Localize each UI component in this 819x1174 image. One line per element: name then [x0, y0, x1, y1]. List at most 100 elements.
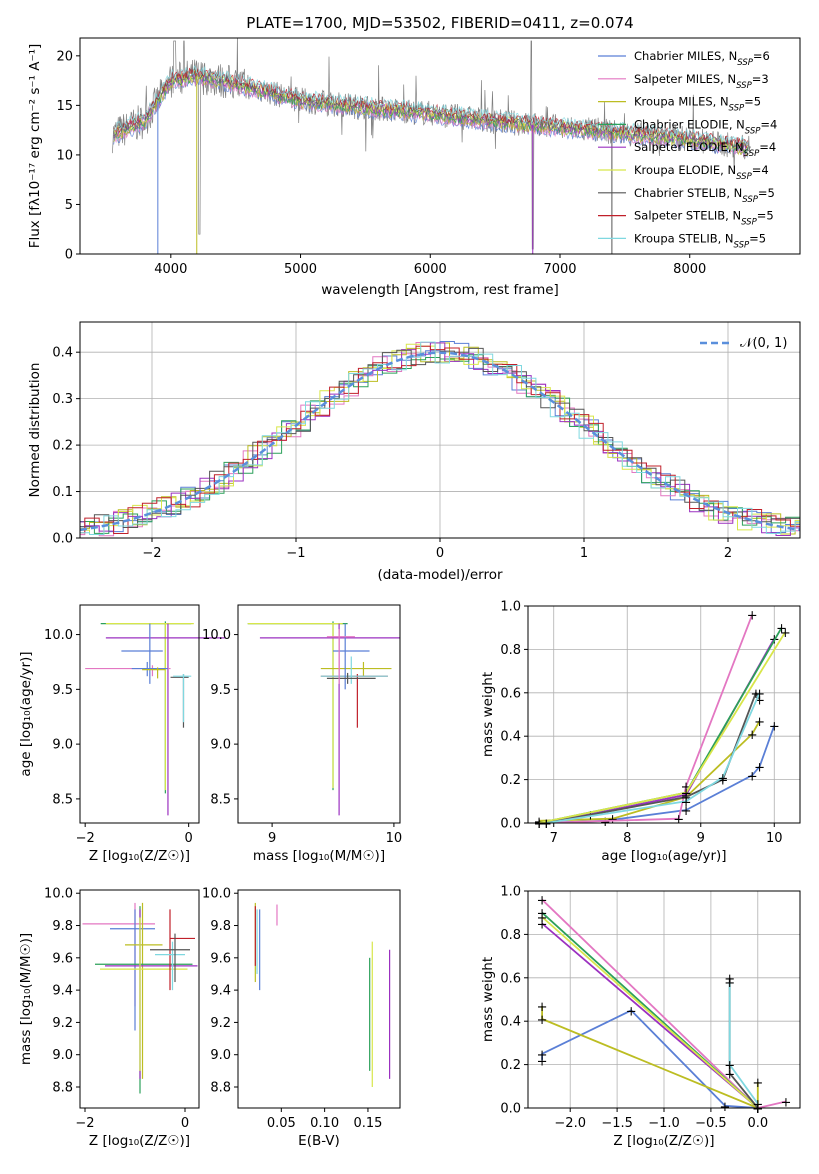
y-tick-label: 9.0: [210, 738, 231, 753]
y-tick-label: 0: [65, 248, 73, 263]
data-marker: +: [681, 795, 692, 810]
data-marker: +: [681, 787, 692, 802]
data-marker: +: [750, 687, 761, 702]
x-tick-label: −0.5: [695, 1116, 727, 1131]
y-tick-label: 5: [65, 198, 73, 213]
y-tick-label: 8.8: [210, 1081, 231, 1096]
data-marker: +: [776, 622, 787, 637]
y-tick-label: 9.0: [52, 738, 73, 753]
mass-weight-line: [538, 638, 776, 824]
x-tick-label: −2: [75, 1116, 94, 1131]
x-axis-label: Z [log₁₀(Z/Z☉)]: [89, 1133, 190, 1149]
legend-subscript: SSP: [734, 240, 750, 250]
data-marker: +: [681, 780, 692, 795]
data-marker: +: [724, 972, 735, 987]
y-tick-label: 0.2: [500, 1058, 521, 1073]
x-tick-label: 0.15: [353, 1116, 382, 1131]
data-marker: +: [752, 1102, 763, 1117]
y-tick-label: 0.2: [52, 439, 73, 454]
legend-subscript: SSP: [745, 126, 761, 136]
mass-weight-line: [538, 631, 787, 824]
mass-vs-metallicity-panel: −2 0 8.8 9.0 9.2 9.4 9.6 9.8 10.0 Z [log₁₀(Z/Z☉)]…: [18, 887, 200, 1149]
y-tick-label: 10.0: [44, 628, 73, 643]
data-marker: +: [541, 817, 552, 832]
y-tick-label: 15: [56, 99, 73, 114]
y-tick-label: 9.4: [52, 984, 73, 999]
mass-weight-line: [541, 1006, 759, 1110]
y-tick-label: 9.2: [52, 1016, 73, 1031]
data-marker: +: [673, 813, 684, 828]
x-tick-label: −1: [286, 546, 305, 561]
legend-label: Salpeter STELIB, NSSP=5: [634, 209, 774, 228]
data-marker: +: [537, 1054, 548, 1069]
x-tick-label: 7: [550, 831, 558, 846]
legend-subscript: SSP: [729, 104, 745, 114]
y-tick-label: 0.4: [500, 1015, 521, 1030]
data-marker: +: [752, 1102, 763, 1117]
y-tick-label: 9.8: [210, 919, 231, 934]
data-marker: +: [752, 1102, 763, 1117]
legend-label: Kroupa ELODIE, NSSP=4: [634, 163, 769, 182]
data-marker: +: [717, 771, 728, 786]
y-tick-label: 0.3: [52, 392, 73, 407]
y-tick-label: 9.5: [52, 683, 73, 698]
data-marker: +: [537, 911, 548, 926]
data-marker: +: [534, 817, 545, 832]
y-tick-label: 9.6: [52, 951, 73, 966]
gaussian-curve: [80, 351, 800, 532]
mass-weight-vs-age-panel: 7 8 9 100.00.20.40.60.81.0+ ++++++ +++++ +++++…: [480, 600, 801, 864]
y-tick-label: 0.6: [500, 971, 521, 986]
x-tick-label: 6000: [414, 262, 447, 277]
legend-subscript: SSP: [741, 218, 757, 228]
spectrum-lines: [112, 38, 751, 254]
x-tick-label: 10: [386, 831, 403, 846]
legend-value: =5: [749, 231, 766, 245]
data-marker: +: [747, 609, 758, 624]
data-marker: +: [626, 1004, 637, 1019]
data-marker: +: [534, 817, 545, 832]
data-marker: +: [537, 1000, 548, 1015]
x-tick-label: 9: [697, 831, 705, 846]
legend-label: Kroupa STELIB, NSSP=5: [634, 231, 766, 250]
x-tick-label: 2: [724, 546, 732, 561]
y-tick-label: 10: [56, 148, 73, 163]
y-tick-label: 8.5: [210, 792, 231, 807]
histogram-steps: [80, 341, 800, 535]
x-tick-label: 4000: [154, 262, 187, 277]
mass-vs-ebv-panel: 0.05 0.10 0.15 8.8 9.0 9.2 9.4 9.6 9.8 10.0 E(B-V): [202, 887, 401, 1149]
legend-label: Salpeter MILES, NSSP=3: [634, 72, 769, 91]
y-axis-label: mass weight: [480, 957, 496, 1042]
y-tick-label: 0.1: [52, 485, 73, 500]
data-marker: +: [717, 774, 728, 789]
y-tick-label: 9.0: [210, 1048, 231, 1063]
mass-weight-line: [541, 1009, 758, 1109]
data-marker: +: [537, 894, 548, 909]
legend-value: =3: [752, 72, 769, 86]
y-tick-label: 9.0: [52, 1048, 73, 1063]
data-marker: +: [537, 907, 548, 922]
x-tick-label: 0.10: [310, 1116, 339, 1131]
y-tick-label: 0.2: [500, 773, 521, 788]
y-tick-label: 0.0: [52, 532, 73, 547]
y-tick-label: 9.4: [210, 984, 231, 999]
y-tick-label: 10.0: [202, 887, 231, 902]
mass-weight-line: [541, 916, 759, 1109]
x-tick-label: −2: [76, 831, 95, 846]
x-tick-label: −1.5: [601, 1116, 633, 1131]
data-marker: +: [724, 976, 735, 991]
plot-frame: [79, 889, 200, 1109]
data-marker: +: [724, 1059, 735, 1074]
x-axis-label: age [log₁₀(age/yr)]: [601, 848, 726, 864]
data-marker: +: [780, 626, 791, 641]
histogram-x-label: (data-model)/error: [377, 567, 503, 583]
data-marker: +: [537, 1048, 548, 1063]
plot-frame: [527, 605, 801, 824]
y-tick-label: 20: [56, 49, 73, 64]
y-tick-label: 8.5: [52, 792, 73, 807]
x-axis-label: Z [log₁₀(Z/Z☉)]: [89, 848, 190, 864]
legend-label: Chabrier MILES, NSSP=6: [634, 49, 770, 68]
histograms: [80, 341, 800, 537]
data-marker: +: [724, 1067, 735, 1082]
y-axis-label: mass weight: [480, 672, 496, 757]
